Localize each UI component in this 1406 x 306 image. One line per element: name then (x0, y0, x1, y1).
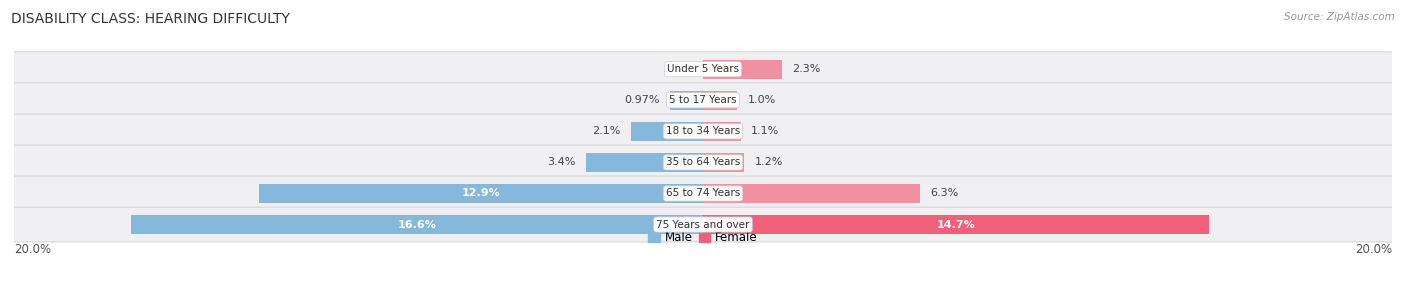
FancyBboxPatch shape (11, 176, 1395, 211)
Text: Source: ZipAtlas.com: Source: ZipAtlas.com (1284, 12, 1395, 22)
Text: 14.7%: 14.7% (936, 219, 976, 230)
Text: 6.3%: 6.3% (931, 188, 959, 199)
Bar (631, 122, 703, 141)
Text: DISABILITY CLASS: HEARING DIFFICULTY: DISABILITY CLASS: HEARING DIFFICULTY (11, 12, 290, 26)
Text: 5 to 17 Years: 5 to 17 Years (669, 95, 737, 105)
Text: 75 Years and over: 75 Years and over (657, 219, 749, 230)
Bar (669, 91, 703, 110)
Bar (703, 184, 920, 203)
Bar (586, 153, 703, 172)
Text: 12.9%: 12.9% (461, 188, 501, 199)
Text: 35 to 64 Years: 35 to 64 Years (666, 157, 740, 167)
FancyBboxPatch shape (11, 207, 1395, 242)
Legend: Male, Female: Male, Female (644, 227, 762, 249)
Text: 20.0%: 20.0% (14, 244, 51, 256)
Text: 2.1%: 2.1% (592, 126, 620, 136)
Text: 65 to 74 Years: 65 to 74 Years (666, 188, 740, 199)
Text: 3.4%: 3.4% (547, 157, 575, 167)
FancyBboxPatch shape (11, 83, 1395, 118)
Bar (703, 91, 738, 110)
FancyBboxPatch shape (11, 114, 1395, 149)
Text: 1.2%: 1.2% (755, 157, 783, 167)
Bar (703, 60, 782, 79)
Text: 1.1%: 1.1% (751, 126, 779, 136)
Text: 20.0%: 20.0% (1355, 244, 1392, 256)
Text: 16.6%: 16.6% (398, 219, 436, 230)
FancyBboxPatch shape (11, 145, 1395, 180)
Bar (703, 153, 744, 172)
Bar (703, 215, 1209, 234)
Text: 2.3%: 2.3% (793, 64, 821, 74)
Bar (703, 122, 741, 141)
Text: 0.97%: 0.97% (624, 95, 659, 105)
FancyBboxPatch shape (11, 52, 1395, 87)
Bar (131, 215, 703, 234)
Text: Under 5 Years: Under 5 Years (666, 64, 740, 74)
Text: 0.0%: 0.0% (665, 64, 693, 74)
Text: 18 to 34 Years: 18 to 34 Years (666, 126, 740, 136)
Text: 1.0%: 1.0% (748, 95, 776, 105)
Bar (259, 184, 703, 203)
